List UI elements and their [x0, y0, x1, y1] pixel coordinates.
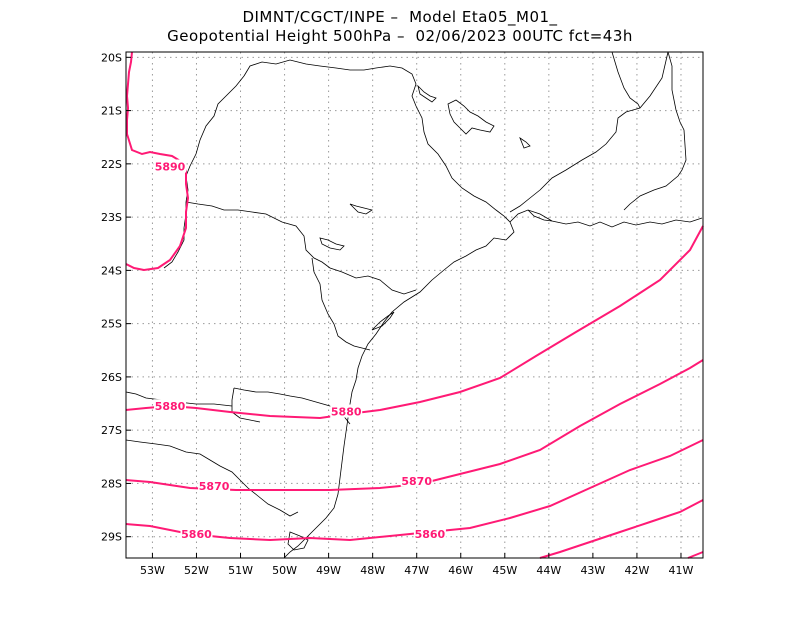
contour-label-5860: 5860	[415, 528, 446, 541]
lon-tick-label: 45W	[492, 564, 517, 577]
state-border-sp-pr	[185, 201, 417, 295]
contour-5880-line	[125, 225, 704, 420]
contour-label-bg	[413, 527, 446, 541]
graticule	[126, 52, 703, 558]
lon-tick-label: 50W	[272, 564, 297, 577]
contour-5890-line	[125, 51, 190, 272]
lon-tick-label: 42W	[624, 564, 649, 577]
lat-tick-label: 21S	[101, 105, 122, 118]
lat-tick-label: 27S	[101, 424, 122, 437]
contour-label-5870: 5870	[199, 480, 230, 493]
lat-tick-label: 25S	[101, 318, 122, 331]
border-iguacu	[231, 387, 261, 423]
state-border-sp-mg	[243, 59, 511, 223]
lat-tick-label: 28S	[101, 477, 122, 490]
lon-tick-label: 47W	[404, 564, 429, 577]
contour-5870-line	[125, 359, 704, 491]
lon-tick-label: 43W	[580, 564, 605, 577]
lat-tick-label: 29S	[101, 531, 122, 544]
reservoir-small-3	[319, 237, 345, 251]
lon-tick-label: 48W	[360, 564, 385, 577]
lagoon-outline	[287, 531, 309, 551]
reservoir-small-4	[519, 136, 531, 149]
state-border-sp-ms	[185, 75, 245, 203]
lat-tick-label: 26S	[101, 371, 122, 384]
state-border-mg-es	[509, 51, 669, 213]
contour-label-5870: 5870	[401, 475, 432, 488]
lat-tick-label: 22S	[101, 158, 122, 171]
lon-tick-label: 49W	[316, 564, 341, 577]
contour-label-bg	[198, 479, 231, 493]
plot-frame	[125, 51, 704, 559]
contour-label-bg	[154, 399, 187, 413]
reservoir-small-1	[417, 84, 437, 103]
state-border-north	[611, 51, 641, 109]
lat-tick-label: 23S	[101, 211, 122, 224]
contour-label-5880: 5880	[331, 406, 362, 419]
state-border-rj	[623, 51, 687, 211]
lat-tick-label: 20S	[101, 51, 122, 64]
lon-tick-label: 51W	[228, 564, 253, 577]
lon-tick-label: 52W	[184, 564, 209, 577]
contour-label-5880: 5880	[155, 400, 186, 413]
map-title-line2: Geopotential Height 500hPa – 02/06/2023 …	[167, 27, 633, 45]
lon-tick-label: 46W	[448, 564, 473, 577]
map-title-line1: DIMNT/CGCT/INPE – Model Eta05_M01_	[242, 8, 558, 26]
lat-tick-label: 24S	[101, 264, 122, 277]
contour-5850-line	[539, 499, 704, 559]
reservoir-furnas	[447, 99, 495, 135]
atlantic-coastline	[283, 209, 703, 559]
contour-label-bg	[400, 473, 433, 487]
coast-bay	[527, 209, 553, 222]
lon-tick-label: 53W	[140, 564, 165, 577]
contour-label-5860: 5860	[181, 528, 212, 541]
state-border-pr-sc	[311, 257, 371, 351]
lon-tick-label: 41W	[669, 564, 694, 577]
contour-label-bg	[330, 404, 363, 418]
border-west-lower	[125, 439, 299, 517]
lon-tick-label: 44W	[536, 564, 561, 577]
axis-ticks: 53W 52W 51W 50W 49W 48W 47W 46W 45W 44W 43W 42W 41W 2…	[101, 51, 694, 577]
island-ilhabela	[371, 311, 395, 331]
contour-5840-line	[687, 551, 704, 559]
contour-labels: 5890 5880 5880 5870 5870 5860 5860	[154, 159, 446, 541]
contour-label-bg	[154, 159, 187, 173]
reservoir-small-2	[349, 203, 373, 215]
contour-label-bg	[180, 527, 213, 541]
contour-label-5890: 5890	[155, 161, 186, 174]
